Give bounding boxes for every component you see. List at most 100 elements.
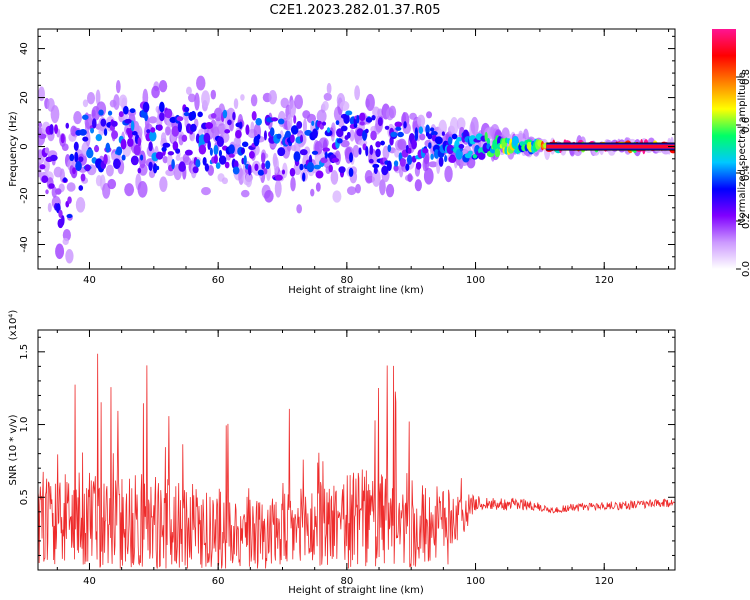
spectrogram-cell <box>348 167 354 178</box>
spectrogram-cell <box>365 116 373 123</box>
spectrogram-cell <box>38 122 43 128</box>
spectrogram-cell <box>365 145 369 157</box>
spectrogram-cell <box>66 214 73 219</box>
spectrogram-cell <box>218 149 223 157</box>
spectrogram-cell <box>349 152 354 163</box>
spectrogram-cell <box>142 101 150 113</box>
spectrogram-cell <box>124 183 135 197</box>
spectrogram-cell <box>131 131 138 136</box>
spectrogram-y-tick-label: -40 <box>19 236 30 252</box>
spectrogram-cell <box>456 117 466 131</box>
spectrogram-cell <box>205 122 214 130</box>
spectrogram-cell <box>162 155 168 164</box>
spectrogram-cell <box>95 133 103 142</box>
spectrogram-cell <box>354 85 361 101</box>
spectrogram-cell <box>49 123 54 135</box>
spectrogram-cell <box>429 127 435 132</box>
spectrogram-cell <box>426 111 433 119</box>
spectrogram-cell <box>269 127 275 137</box>
snr-x-tick-label: 120 <box>595 576 614 587</box>
spectrogram-cell <box>336 128 344 138</box>
spectrogram-cell <box>137 137 142 147</box>
spectrogram-cell <box>449 117 459 135</box>
spectrogram-cell <box>355 183 361 194</box>
spectrogram-cell <box>103 128 108 136</box>
spectrogram-cell <box>93 145 100 153</box>
spectrogram-cell <box>201 90 210 108</box>
spectrogram-cell <box>428 161 438 168</box>
spectrogram-cell <box>337 116 345 128</box>
spectrogram-cell <box>248 166 252 176</box>
snr-panel: 40 60 80 100 120 0.5 1.0 1.5 Height of straight… <box>8 310 676 596</box>
spectrogram-cell <box>411 138 417 150</box>
spectrogram-cell <box>111 130 119 140</box>
spectrogram-cell <box>405 163 410 171</box>
spectrogram-cell <box>451 133 458 140</box>
spectrogram-cell <box>164 126 171 136</box>
spectrogram-cell <box>290 176 296 192</box>
spectrogram-cell <box>326 82 332 95</box>
spectrogram-cell <box>171 158 175 170</box>
spectrogram-cell <box>50 105 60 124</box>
spectrogram-cell <box>172 141 179 151</box>
spectrogram-cell <box>181 134 188 142</box>
spectrogram-cell <box>323 92 332 101</box>
spectrogram-cell <box>51 186 58 198</box>
spectrogram-cell <box>65 122 70 129</box>
spectrogram-cell <box>353 123 358 128</box>
spectrogram-cell <box>122 105 129 115</box>
spectrogram-cell <box>130 155 139 166</box>
spectrogram-cell <box>133 144 141 156</box>
spectrogram-cell <box>120 138 127 150</box>
spectrogram-cell <box>322 100 329 111</box>
spectrogram-y-axis-label: Frequency (Hz) <box>8 111 19 187</box>
spectrogram-cell <box>315 182 321 192</box>
spectrogram-cell <box>55 243 65 260</box>
snr-x-axis-label: Height of straight line (km) <box>288 585 424 596</box>
spectrogram-cell <box>251 110 257 121</box>
spectrogram-cell <box>148 161 153 171</box>
spectrogram-cell <box>430 153 434 160</box>
snr-x-tick-label: 40 <box>83 576 96 587</box>
spectrogram-cell <box>425 124 430 135</box>
spectrogram-cell <box>227 119 232 126</box>
spectrogram-cell <box>80 173 86 182</box>
spectrogram-cell <box>202 157 207 166</box>
spectrogram-cell <box>98 109 104 116</box>
spectrogram-cell <box>144 113 149 122</box>
spectrogram-cell <box>261 162 266 170</box>
spectrogram-cell <box>137 167 142 174</box>
spectrogram-cell <box>224 129 231 134</box>
spectrogram-cell <box>69 153 75 162</box>
spectrogram-cell <box>115 80 121 94</box>
spectrogram-cell <box>370 130 377 141</box>
spectrogram-cell <box>38 133 47 140</box>
snr-series-line <box>38 353 675 569</box>
spectrogram-cell <box>332 190 342 203</box>
spectrogram-cell <box>232 111 236 121</box>
spectrogram-cell <box>388 105 397 119</box>
spectrogram-cell <box>148 141 153 152</box>
spectrogram-y-tick-label: 40 <box>19 42 30 55</box>
spectrogram-cell <box>423 167 434 185</box>
spectrogram-cell <box>221 177 228 185</box>
spectrogram-cell <box>190 110 197 120</box>
spectrogram-cell <box>311 120 315 126</box>
spectrogram-cell <box>66 182 76 192</box>
spectrogram-cell <box>448 155 457 163</box>
spectrogram-cell <box>222 109 228 119</box>
spectrogram-cell <box>428 142 432 149</box>
spectrogram-cell <box>441 131 445 136</box>
colorbar-tick-label: 0.6 <box>741 117 750 133</box>
spectrogram-cell <box>427 133 433 140</box>
spectrogram-cell <box>240 147 246 155</box>
spectrogram-cell <box>167 151 175 156</box>
spectrogram-cell <box>140 154 144 161</box>
spectrogram-cell <box>322 147 331 152</box>
spectrogram-cell <box>111 120 118 127</box>
spectrogram-cell <box>121 154 126 161</box>
spectrogram-cell <box>178 162 186 172</box>
spectrogram-cell <box>477 152 486 160</box>
spectrogram-cell <box>343 113 350 124</box>
spectrogram-cell <box>299 149 308 156</box>
